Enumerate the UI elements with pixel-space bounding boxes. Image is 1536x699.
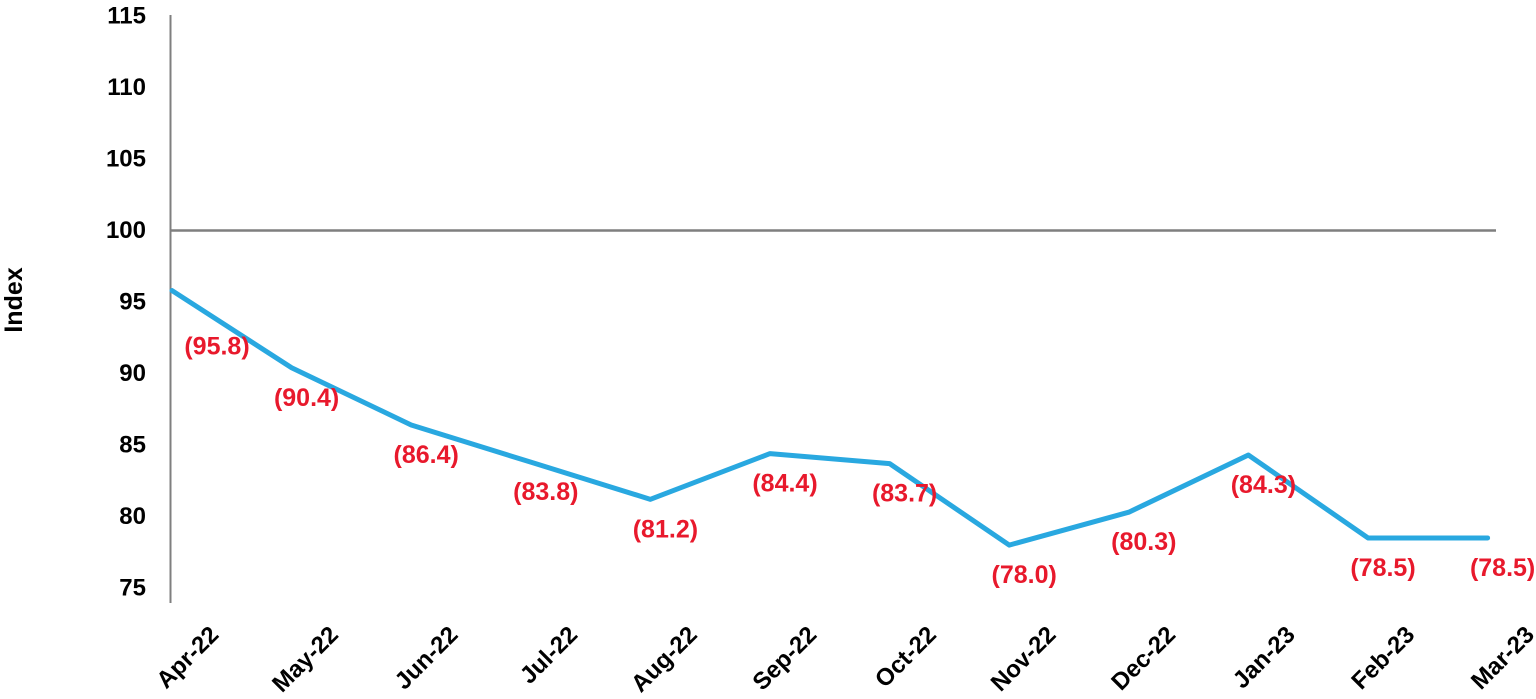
data-label: (90.4) <box>274 384 339 412</box>
y-tick-label: 80 <box>119 503 146 530</box>
data-label: (78.5) <box>1350 554 1415 582</box>
x-tick-label: Jan-23 <box>1228 621 1301 694</box>
x-tick-label: Aug-22 <box>626 621 703 698</box>
x-tick-label: Apr-22 <box>151 621 224 694</box>
y-tick-label: 75 <box>119 575 146 602</box>
data-label: (78.0) <box>992 561 1057 589</box>
y-axis-title: Index <box>0 267 28 332</box>
data-label: (81.2) <box>633 515 698 543</box>
y-tick-label: 115 <box>107 3 146 30</box>
y-tick-label: 105 <box>106 146 146 173</box>
y-tick-label: 90 <box>119 360 146 387</box>
y-tick-label: 95 <box>119 289 146 316</box>
x-tick-label: May-22 <box>267 621 344 698</box>
x-tick-label: Sep-22 <box>747 621 822 696</box>
data-label: (86.4) <box>394 441 459 469</box>
x-tick-label: Feb-23 <box>1346 621 1420 695</box>
y-tick-label: 85 <box>119 432 146 459</box>
data-label: (84.3) <box>1231 471 1296 499</box>
x-tick-label: Jul-22 <box>515 621 583 689</box>
data-label: (78.5) <box>1470 554 1535 582</box>
index-series-line <box>169 288 1491 548</box>
data-label: (84.4) <box>752 470 817 498</box>
y-tick-label: 110 <box>107 74 146 101</box>
x-tick-label: Jun-22 <box>390 621 464 695</box>
x-tick-label: Mar-23 <box>1466 621 1536 695</box>
data-label: (80.3) <box>1111 528 1176 556</box>
y-tick-label: 100 <box>106 217 146 244</box>
x-tick-label: Dec-22 <box>1106 621 1181 696</box>
x-tick-label: Nov-22 <box>986 621 1062 697</box>
data-label: (95.8) <box>184 333 249 361</box>
x-tick-label: Oct-22 <box>870 621 942 693</box>
data-label: (83.8) <box>513 478 578 506</box>
data-label: (83.7) <box>872 480 937 508</box>
